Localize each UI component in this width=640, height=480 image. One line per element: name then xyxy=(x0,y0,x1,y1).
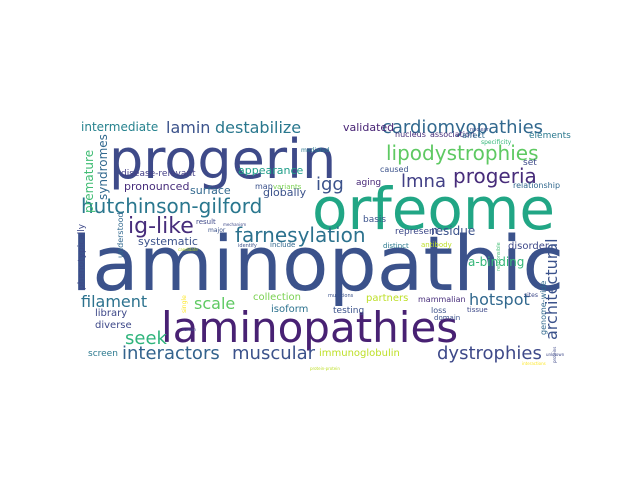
word-lamin: lamin xyxy=(166,118,210,137)
word-destabilize: destabilize xyxy=(215,118,301,137)
word-tissue: tissue xyxy=(467,306,488,314)
word-represent: represent xyxy=(395,227,439,237)
word-domain: domain xyxy=(434,314,460,322)
word-muscular: muscular xyxy=(232,343,316,364)
word-laminopathies: laminopathies xyxy=(161,303,458,352)
word-validated: validated xyxy=(343,121,394,134)
word-hutchinson-gilford: hutchinson-gilford xyxy=(81,194,262,218)
word-unknown: unknown xyxy=(546,352,565,357)
word-nuclear: nuclear xyxy=(470,127,490,133)
word-systematic: systematic xyxy=(138,235,198,248)
word-immunoglobulin: immunoglobulin xyxy=(319,348,400,359)
word-proteins: proteins xyxy=(552,347,557,363)
word-distinct: distinct xyxy=(383,242,409,250)
word-relationship: relationship xyxy=(513,181,560,190)
word-hotspot: hotspot xyxy=(469,290,530,309)
word-variants: variants xyxy=(273,183,302,191)
word-aging: aging xyxy=(356,178,381,188)
word-major: major xyxy=(208,227,226,234)
word-single: single xyxy=(181,295,188,313)
word-laminopathic: laminopathic xyxy=(71,219,564,308)
word-mechanism: mechanism xyxy=(223,222,246,227)
word-seek: seek xyxy=(125,328,168,349)
word-dystrophies: dystrophies xyxy=(437,343,542,364)
word-loss: loss xyxy=(431,306,446,315)
word-progerin: progerin xyxy=(109,128,336,191)
word-interactions: interactions xyxy=(522,361,546,366)
word-progeria: progeria xyxy=(453,164,537,188)
word-caused: caused xyxy=(380,165,409,174)
word-candidate: candidate xyxy=(178,247,198,252)
word-sites: sites xyxy=(524,292,538,299)
word-intermediate: intermediate xyxy=(81,120,158,134)
word-mutations: mutations xyxy=(328,293,354,299)
word-igg: igg xyxy=(316,174,344,195)
word-diverse: diverse xyxy=(95,320,132,331)
word-specificity: specificity xyxy=(481,139,512,146)
word-nucleus: nucleus xyxy=(395,130,426,139)
word-pronounced: pronounced xyxy=(124,180,189,193)
word-association: association xyxy=(430,130,475,139)
word-lipodystrophies: lipodystrophies xyxy=(386,141,539,165)
word-antibody: antibody xyxy=(421,241,452,249)
word-collection: collection xyxy=(253,292,301,303)
word-understood: understood xyxy=(116,212,125,258)
word-protein-protein: protein-protein xyxy=(310,366,340,371)
word-a-binding: a-binding xyxy=(468,255,524,269)
word-surface: surface xyxy=(190,184,231,197)
word-elements: elements xyxy=(529,131,571,141)
word-basis: basis xyxy=(363,215,386,225)
word-orfeome: orfeome xyxy=(312,175,555,243)
word-set: set xyxy=(523,158,537,168)
word-human: human xyxy=(182,327,196,332)
word-mammalian: mammalian xyxy=(418,295,466,304)
word-isoform: isoform xyxy=(271,304,308,315)
word-phenotypically: phenotypically xyxy=(77,223,87,290)
word-syndromes: syndromes xyxy=(96,134,110,200)
word-screen: screen xyxy=(88,349,118,359)
word-ig-like: ig-like xyxy=(128,214,194,239)
word-library: library xyxy=(95,308,127,319)
word-cardiomyopathies: cardiomyopathies xyxy=(382,117,543,138)
word-identify: identify xyxy=(238,243,257,249)
word-responsible: responsible xyxy=(496,242,502,271)
word-appearance: appearance xyxy=(238,164,303,177)
word-filament: filament xyxy=(81,292,147,311)
word-globally: globally xyxy=(263,186,307,199)
word-interactors: interactors xyxy=(122,343,220,364)
word-residue: residue xyxy=(431,224,475,238)
word-scale: scale xyxy=(194,294,235,313)
word-mediated: mediated xyxy=(301,147,330,154)
word-partners: partners xyxy=(366,293,408,304)
word-architectural: architectural xyxy=(542,238,561,340)
word-testing: testing xyxy=(333,306,364,316)
word-affect: affect xyxy=(462,131,485,140)
word-disorder: disorder xyxy=(508,241,550,252)
word-result: result xyxy=(196,218,216,226)
word-genome-wide: genome-wide xyxy=(539,281,548,335)
word-premature: premature xyxy=(82,150,96,213)
word-farnesylation: farnesylation xyxy=(235,223,366,247)
word-lmna: lmna xyxy=(401,171,446,192)
word-include: include xyxy=(270,241,295,249)
word-disease-relevant: disease-relevant xyxy=(121,169,196,179)
word-map: map xyxy=(255,182,273,191)
